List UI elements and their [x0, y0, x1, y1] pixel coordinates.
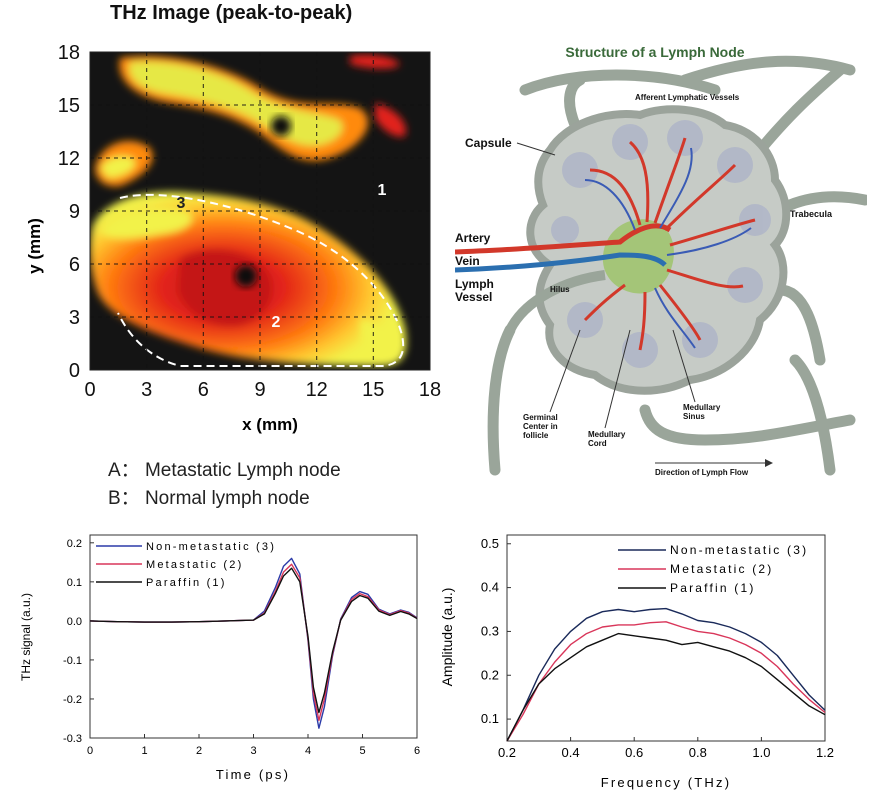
x-tick-label: 6 — [414, 745, 420, 757]
label-medullary-sinus: Medullary Sinus — [683, 403, 721, 421]
diagram-title: Structure of a Lymph Node — [565, 44, 744, 60]
region-label-1: 1 — [378, 182, 387, 199]
heatmap-xtick: 18 — [419, 379, 441, 401]
x-tick-label: 0 — [87, 745, 93, 757]
heatmap-ytick: 15 — [58, 95, 80, 117]
chart1-ylabel: THz signal (a.u.) — [19, 593, 33, 681]
heatmap-ytick: 12 — [58, 148, 80, 170]
y-tick-label: 0.2 — [67, 538, 82, 550]
label-germinal: Germinal Center in follicle — [523, 413, 558, 440]
chart2-frame — [506, 534, 826, 742]
heatmap-xtick: 6 — [198, 379, 209, 401]
y-tick-label: 0.2 — [481, 667, 499, 682]
heatmap-xlabel: x (mm) — [242, 415, 298, 434]
chart1-xlabel: Time (ps) — [216, 767, 290, 782]
x-tick-label: 1 — [141, 745, 147, 757]
y-tick-label: 0.1 — [481, 711, 499, 726]
heatmap-panel: 1 2 3 0 3 6 9 12 15 18 0 3 6 9 12 15 18 … — [25, 42, 441, 434]
x-tick-label: 4 — [305, 745, 311, 757]
y-tick-label: 0.4 — [481, 580, 499, 595]
legend-label: Metastatic (2) — [146, 559, 243, 571]
x-tick-label: 2 — [196, 745, 202, 757]
metastatic-outline — [117, 193, 405, 367]
label-lymph-vessel: Lymph Vessel — [455, 278, 494, 304]
series-line-2 — [506, 621, 826, 742]
label-trabecula: Trabecula — [790, 209, 833, 219]
chart2-xlabel: Frequency (THz) — [601, 775, 732, 790]
frequency-domain-chart: 0.2 0.4 0.6 0.8 1.0 1.2 0.5 0.4 0.3 0.2 0.1 Non-me… — [440, 534, 834, 790]
label-capsule: Capsule — [465, 136, 512, 150]
series-line-3 — [506, 632, 826, 742]
heatmap-ytick: 3 — [69, 307, 80, 329]
heatmap-xtick: 9 — [254, 379, 265, 401]
y-tick-label: -0.3 — [63, 733, 82, 745]
label-hilus: Hilus — [550, 285, 570, 294]
label-vein: Vein — [455, 254, 480, 268]
heatmap-ylabel: y (mm) — [25, 218, 44, 274]
x-tick-label: 1.2 — [816, 745, 834, 760]
chart1-frame — [89, 534, 418, 739]
region-label-3: 3 — [177, 195, 186, 212]
x-tick-label: 0.8 — [689, 745, 707, 760]
series-line-1 — [506, 607, 826, 742]
legend-label: Metastatic (2) — [670, 562, 774, 576]
heatmap-ytick: 18 — [58, 42, 80, 64]
legend-label: Non-metastatic (3) — [146, 541, 276, 553]
legend-label: Non-metastatic (3) — [670, 543, 808, 557]
lymph-node-diagram: Structure of a Lymph Node — [455, 30, 867, 482]
label-medullary-cord: Medullary Cord — [588, 430, 626, 448]
y-tick-label: 0.3 — [481, 623, 499, 638]
heatmap-ytick: 6 — [69, 254, 80, 276]
x-tick-label: 1.0 — [752, 745, 770, 760]
series-line-3 — [89, 567, 418, 714]
label-direction: Direction of Lymph Flow — [655, 468, 749, 477]
heatmap-xtick: 15 — [362, 379, 384, 401]
x-tick-label: 5 — [359, 745, 365, 757]
y-tick-label: -0.1 — [63, 655, 82, 667]
chart2-ylabel: Amplitude (a.u.) — [440, 588, 455, 687]
y-tick-label: 0.0 — [67, 616, 82, 628]
legend-label: Paraffin (1) — [670, 581, 756, 595]
heatmap-xtick: 3 — [141, 379, 152, 401]
y-tick-label: 0.5 — [481, 536, 499, 551]
x-tick-label: 3 — [250, 745, 256, 757]
note-normal: B： Normal lymph node — [108, 488, 310, 509]
x-tick-label: 0.2 — [498, 745, 516, 760]
heatmap-ytick: 0 — [69, 360, 80, 382]
heatmap-xtick: 0 — [84, 379, 95, 401]
label-afferent: Afferent Lymphatic Vessels — [635, 93, 740, 102]
note-metastatic: A： Metastatic Lymph node — [108, 460, 341, 481]
region-label-2: 2 — [272, 314, 281, 331]
y-tick-label: -0.2 — [63, 694, 82, 706]
heatmap-title: THz Image (peak-to-peak) — [110, 2, 353, 24]
heatmap-xtick: 12 — [306, 379, 328, 401]
x-tick-label: 0.4 — [562, 745, 580, 760]
y-tick-label: 0.1 — [67, 577, 82, 589]
label-artery: Artery — [455, 231, 491, 245]
x-tick-label: 0.6 — [625, 745, 643, 760]
time-domain-chart: 0 1 2 3 4 5 6 0.2 0.1 0.0 -0.1 -0.2 -0.3 Non-metasta… — [19, 534, 420, 782]
heatmap-ytick: 9 — [69, 201, 80, 223]
legend-label: Paraffin (1) — [146, 577, 227, 589]
